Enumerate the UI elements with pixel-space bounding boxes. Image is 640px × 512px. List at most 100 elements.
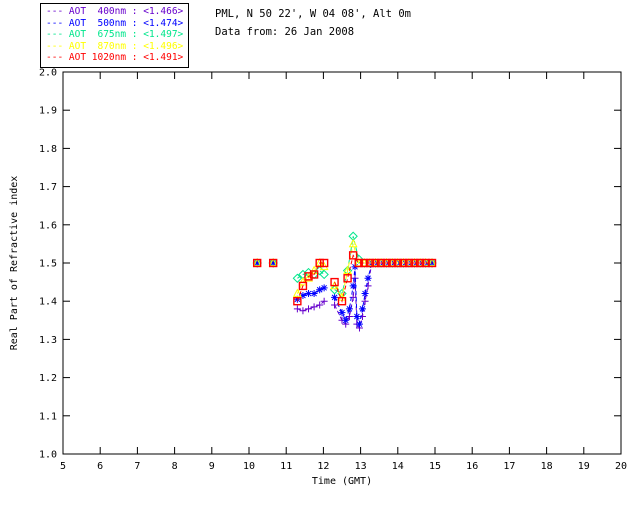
series-aot-1020nm	[252, 251, 437, 306]
x-tick-label: 9	[209, 461, 215, 472]
legend-label: AOT 1020nm : <1.491>	[68, 52, 184, 64]
y-tick-label: 1.0	[39, 450, 57, 461]
legend-row-plus: --- AOT 400nm : <1.466>	[46, 6, 183, 18]
marker-square	[343, 274, 352, 283]
marker-plus	[305, 305, 313, 313]
marker-square	[415, 258, 425, 268]
marker-asterisk	[364, 274, 372, 282]
series-line	[334, 254, 432, 303]
marker-asterisk	[305, 290, 313, 298]
x-tick-label: 11	[280, 461, 292, 472]
marker-plus	[361, 297, 369, 305]
marker-triangle	[427, 257, 437, 267]
marker-asterisk	[349, 282, 357, 290]
marker-square	[330, 277, 339, 287]
legend-label: AOT 675nm : <1.497>	[68, 29, 184, 41]
data-series	[252, 231, 437, 332]
marker-square	[399, 258, 408, 268]
marker-asterisk	[342, 316, 350, 324]
marker-plus	[299, 307, 307, 315]
marker-square	[365, 258, 375, 268]
marker-asterisk	[355, 320, 363, 328]
legend-row-triangle: --- AOT 870nm : <1.496>	[46, 41, 183, 53]
x-tick-label: 8	[172, 461, 178, 472]
y-tick-label: 1.3	[39, 335, 57, 346]
marker-square	[371, 258, 380, 268]
legend-label: AOT 500nm : <1.474>	[68, 17, 184, 29]
legend-box: --- AOT 400nm : <1.466> --- AOT 500nm : <…	[40, 3, 190, 68]
marker-triangle	[348, 238, 358, 248]
marker-asterisk	[253, 259, 261, 267]
legend-dash-icon: ---	[46, 29, 69, 41]
x-tick-label: 20	[615, 461, 627, 472]
marker-square	[293, 297, 302, 306]
marker-triangle	[292, 288, 302, 297]
marker-plus	[364, 282, 372, 290]
marker-asterisk	[269, 259, 277, 267]
legend-dash-icon: ---	[46, 6, 69, 17]
marker-square	[360, 258, 369, 268]
marker-asterisk	[358, 305, 366, 313]
data-date-text: Data from: 26 Jan 2008	[215, 26, 355, 38]
marker-square	[268, 258, 278, 268]
marker-plus	[293, 305, 301, 313]
marker-asterisk	[316, 286, 324, 294]
marker-square	[337, 297, 347, 306]
x-tick-label: 10	[243, 461, 255, 472]
x-tick-label: 14	[392, 461, 404, 472]
x-tick-label: 18	[541, 461, 553, 472]
marker-square	[382, 258, 391, 268]
y-tick-label: 1.8	[39, 144, 57, 155]
x-tick-label: 17	[503, 461, 515, 472]
marker-asterisk	[345, 305, 353, 313]
x-tick-label: 6	[97, 461, 103, 472]
y-tick-label: 1.4	[39, 297, 57, 308]
marker-triangle	[252, 257, 262, 267]
legend-label: AOT 870nm : <1.496>	[68, 40, 184, 52]
marker-square	[319, 258, 329, 268]
marker-square	[348, 251, 358, 260]
plot-border	[62, 71, 622, 455]
x-tick-label: 7	[134, 461, 140, 472]
header-block: PML, N 50 22', W 04 08', Alt 0m Data fro…	[215, 5, 411, 41]
y-tick-label: 1.6	[39, 220, 57, 231]
legend-row-diamond: --- AOT 675nm : <1.497>	[46, 29, 183, 41]
marker-asterisk	[331, 293, 339, 301]
marker-square	[376, 258, 386, 268]
marker-square	[393, 258, 402, 268]
marker-square	[404, 258, 414, 268]
x-tick-label: 5	[60, 461, 66, 472]
legend-row-asterisk: --- AOT 500nm : <1.474>	[46, 18, 183, 30]
marker-square	[388, 258, 397, 268]
marker-square	[315, 258, 324, 268]
legend-dash-icon: ---	[46, 17, 69, 29]
site-location-text: PML, N 50 22', W 04 08', Alt 0m	[215, 8, 411, 20]
marker-plus	[316, 301, 324, 309]
y-tick-label: 2.0	[39, 68, 57, 79]
marker-asterisk	[310, 290, 318, 298]
marker-square	[298, 281, 308, 291]
marker-plus	[320, 297, 328, 305]
x-tick-label: 16	[466, 461, 478, 472]
y-tick-label: 1.7	[39, 182, 57, 193]
legend-dash-icon: ---	[46, 52, 69, 64]
marker-diamond	[319, 269, 329, 280]
marker-square	[304, 272, 313, 281]
y-tick-label: 1.9	[39, 106, 57, 117]
marker-asterisk	[353, 312, 361, 320]
x-tick-label: 12	[317, 461, 329, 472]
y-tick-label: 1.2	[39, 373, 57, 384]
axis-ticks: 5 6 7 8 9 10 11 12 13 14 15 16 17 18 19 20 1.0 1.1 1.2 1.3 1…	[39, 68, 627, 473]
marker-square	[410, 258, 419, 268]
marker-asterisk	[299, 291, 307, 299]
marker-plus	[331, 301, 339, 309]
marker-plus	[310, 303, 318, 311]
x-tick-label: 13	[355, 461, 367, 472]
marker-square	[309, 270, 319, 279]
y-tick-label: 1.1	[39, 411, 57, 422]
marker-asterisk	[338, 309, 346, 317]
marker-square	[252, 258, 262, 268]
legend-row-square: --- AOT 1020nm : <1.491>	[46, 52, 183, 64]
